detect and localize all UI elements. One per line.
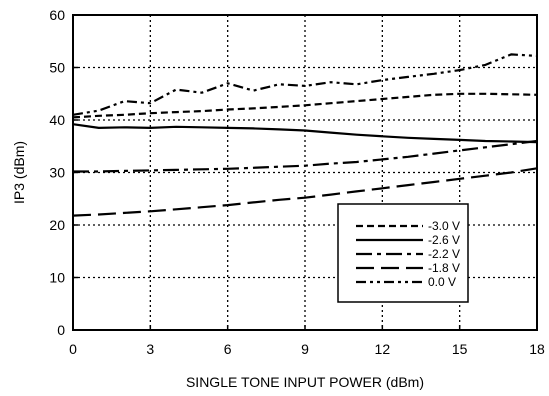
- legend: -3.0 V-2.6 V-2.2 V-1.8 V0.0 V: [337, 203, 469, 303]
- x-tick-label: 12: [375, 341, 391, 357]
- series-line-2: [72, 123, 538, 144]
- x-tick-label: 18: [529, 341, 545, 357]
- series-line-4: [72, 167, 538, 217]
- series-group: [72, 53, 538, 217]
- y-tick-label: 10: [49, 270, 65, 286]
- y-axis-title: IP3 (dBm): [11, 141, 27, 204]
- y-tick-label: 60: [49, 7, 65, 23]
- series-line-5: [72, 53, 538, 116]
- x-tick-label: 9: [301, 341, 309, 357]
- y-tick-label: 30: [49, 165, 65, 181]
- legend-label: -2.2 V: [428, 247, 460, 261]
- series-line-1: [72, 92, 538, 119]
- y-tick-label: 40: [49, 112, 65, 128]
- ticks: 0 3 6 9 12 15 18 0 10 20 30 40 50 60: [49, 7, 545, 357]
- series-line-3: [73, 139, 538, 173]
- y-tick-label: 50: [49, 60, 65, 76]
- legend-label: -2.6 V: [428, 233, 460, 247]
- x-tick-label: 3: [146, 341, 154, 357]
- legend-label: -1.8 V: [428, 261, 460, 275]
- x-tick-label: 15: [452, 341, 468, 357]
- legend-label: -3.0 V: [428, 219, 460, 233]
- x-tick-label: 6: [224, 341, 232, 357]
- y-tick-label: 0: [57, 322, 65, 338]
- x-axis-title: SINGLE TONE INPUT POWER (dBm): [186, 374, 424, 390]
- legend-label: 0.0 V: [428, 275, 456, 289]
- x-tick-label: 0: [69, 341, 77, 357]
- y-tick-label: 20: [49, 217, 65, 233]
